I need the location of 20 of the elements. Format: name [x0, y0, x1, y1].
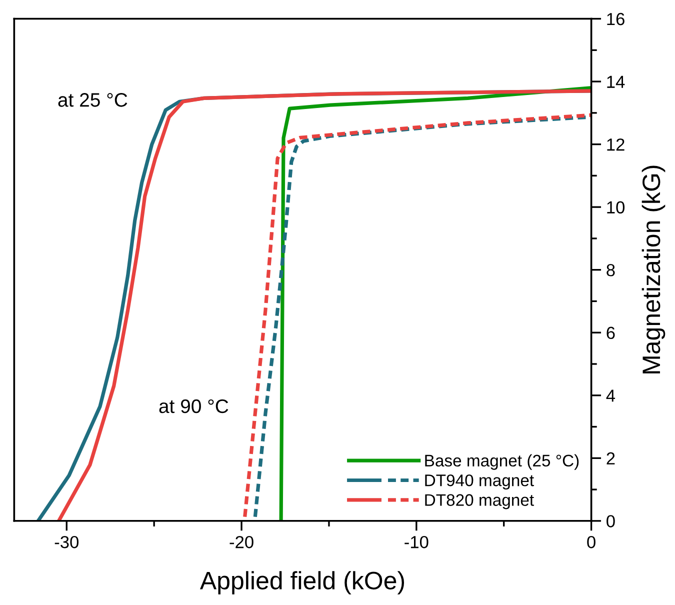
y-tick-label: 14 [607, 76, 625, 88]
y-tick-label: 4 [606, 390, 616, 402]
x-tick-label: -30 [54, 536, 79, 548]
y-tick-label: 10 [607, 201, 625, 214]
x-tick-label: -20 [230, 536, 254, 548]
y-tick-label: 8 [606, 264, 615, 276]
legend-label: Base magnet (25 °C) [425, 454, 579, 470]
y-tick-label: 6 [606, 326, 615, 340]
y-tick-label: 2 [606, 452, 615, 464]
annotation: at 90 °C [159, 399, 228, 414]
x-tick-label: 0 [587, 536, 596, 548]
x-axis-title: Applied field (kOe) [200, 571, 404, 594]
legend-label: DT820 magnet [425, 494, 534, 510]
legend-label: DT940 magnet [425, 474, 534, 490]
y-tick-label: 12 [607, 138, 624, 151]
y-axis-title: Magnetization (kG) [642, 166, 666, 374]
y-tick-label: 0 [606, 515, 615, 528]
annotation: at 25 °C [58, 93, 128, 107]
x-tick-label: -10 [404, 536, 428, 548]
y-tick-label: 16 [607, 12, 624, 26]
